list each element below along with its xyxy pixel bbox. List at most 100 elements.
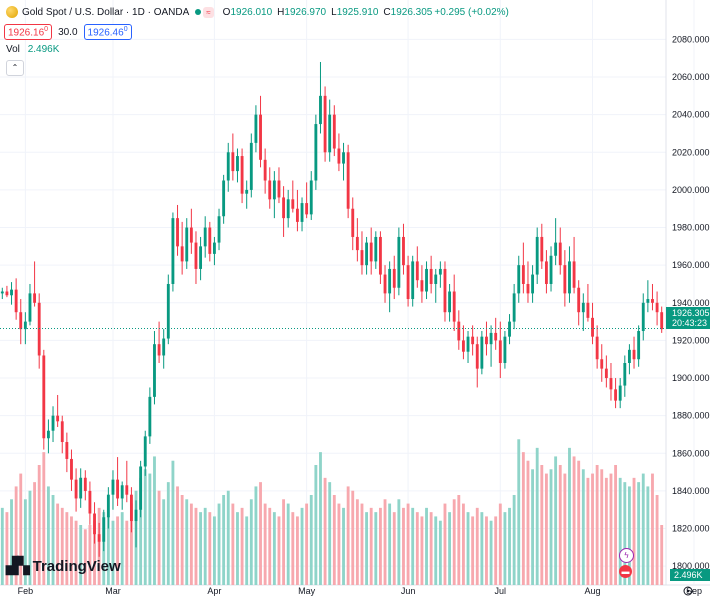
candle [28,283,32,326]
ask-price: 1926.46 [87,27,124,39]
volume-label: Vol [6,44,20,55]
candle [374,231,378,269]
volume-bar [586,477,590,585]
price-tick-label: 1880.000 [672,411,710,421]
candle [314,114,318,190]
volume-bar [212,516,216,585]
candle-body [88,490,92,514]
price-tick-label: 1840.000 [672,486,710,496]
price-axis[interactable]: 1800.000 1820.000 1840.000 1860.000 1880.000… [665,0,710,585]
candle-body [185,227,189,262]
volume-bar [282,499,286,585]
volume-bar [369,507,373,585]
candle [309,171,313,221]
candle [600,344,604,382]
candle [323,86,327,162]
candle-body [93,513,96,535]
market-status[interactable]: ≈ [195,6,214,18]
volume-bar [591,473,594,585]
candle-body [212,242,216,254]
candle-body [268,180,272,200]
candle-body [272,180,276,200]
volume-bar [623,482,627,585]
candle [189,208,193,254]
candle [637,325,641,367]
candle [411,255,415,307]
time-axis[interactable]: Feb Mar Apr May Jun Jul Aug Sep [18,586,702,596]
sell-button[interactable]: 1926.160 [4,24,53,41]
candle [568,246,571,303]
volume-bar [572,456,576,585]
candle-body [300,203,304,222]
candle-body [351,208,355,237]
symbol-title[interactable]: Gold Spot / U.S. Dollar · 1D · OANDA [22,6,190,18]
volume-bar [231,503,235,585]
candle-body [438,268,442,275]
candle-body [162,338,166,356]
candle-body [166,283,170,339]
volume-bar [632,477,636,585]
candle-body [171,218,175,284]
volume-bar [42,452,46,585]
candle-body [56,415,60,422]
candle-body [406,265,410,300]
candle-body [23,321,27,330]
buy-button[interactable]: 1926.460 [83,24,132,41]
candle-body [586,302,590,318]
volume-bar [332,495,336,585]
volume-bar [577,460,581,585]
volume-bar [480,512,484,585]
volume-bar [466,512,470,585]
gear-icon[interactable] [683,586,693,596]
candle [392,255,396,300]
grid-lines [0,0,710,586]
candle [517,255,521,303]
candle-body [600,359,604,369]
candle-body [51,415,55,431]
candle [148,387,152,444]
symbol-legend[interactable]: Gold Spot / U.S. Dollar · 1D · OANDA ≈ O… [6,6,511,18]
volume-bar [526,460,530,585]
volume-bar [254,486,258,585]
candle-body [415,261,419,281]
volume-bar [485,516,488,585]
candle [554,218,558,266]
candle [388,261,392,313]
price-tick-label: 1900.000 [672,373,710,383]
volume-bar [74,520,78,585]
candle [369,227,373,275]
candle [0,287,4,300]
candle-body [355,236,359,251]
candle [448,283,452,322]
volume-bar [314,465,318,585]
volume-bar [166,482,170,585]
volume-bar [56,503,60,585]
lightning-icon[interactable]: ϟ [619,548,634,563]
candle-body [503,336,507,363]
gold-coin-icon [6,6,18,18]
tradingview-logo[interactable]: ▟▚ TradingView [6,556,121,576]
volume-bar [208,512,212,585]
volume-bar [268,507,272,585]
volume-bar [549,469,553,585]
candle-body [125,485,129,495]
candle [153,331,156,405]
candlesticks [0,61,664,557]
last-price-tag-price: 1926.305 [672,308,710,318]
candle [249,133,253,198]
candle-body [651,299,654,303]
volume-bar [23,499,27,585]
candle-body [572,261,576,288]
candle [162,329,166,369]
volume-bar [646,486,650,585]
volume-bar [443,503,447,585]
candle [125,460,129,503]
candle [300,197,304,232]
candle-body [222,180,226,217]
collapse-legend-button[interactable]: ⌃ [6,60,24,76]
volume-bar [236,512,239,585]
flag-icon[interactable]: ▬ [619,565,632,578]
volume-legend[interactable]: Vol 2.496K [6,44,59,55]
candle-body [337,148,341,164]
